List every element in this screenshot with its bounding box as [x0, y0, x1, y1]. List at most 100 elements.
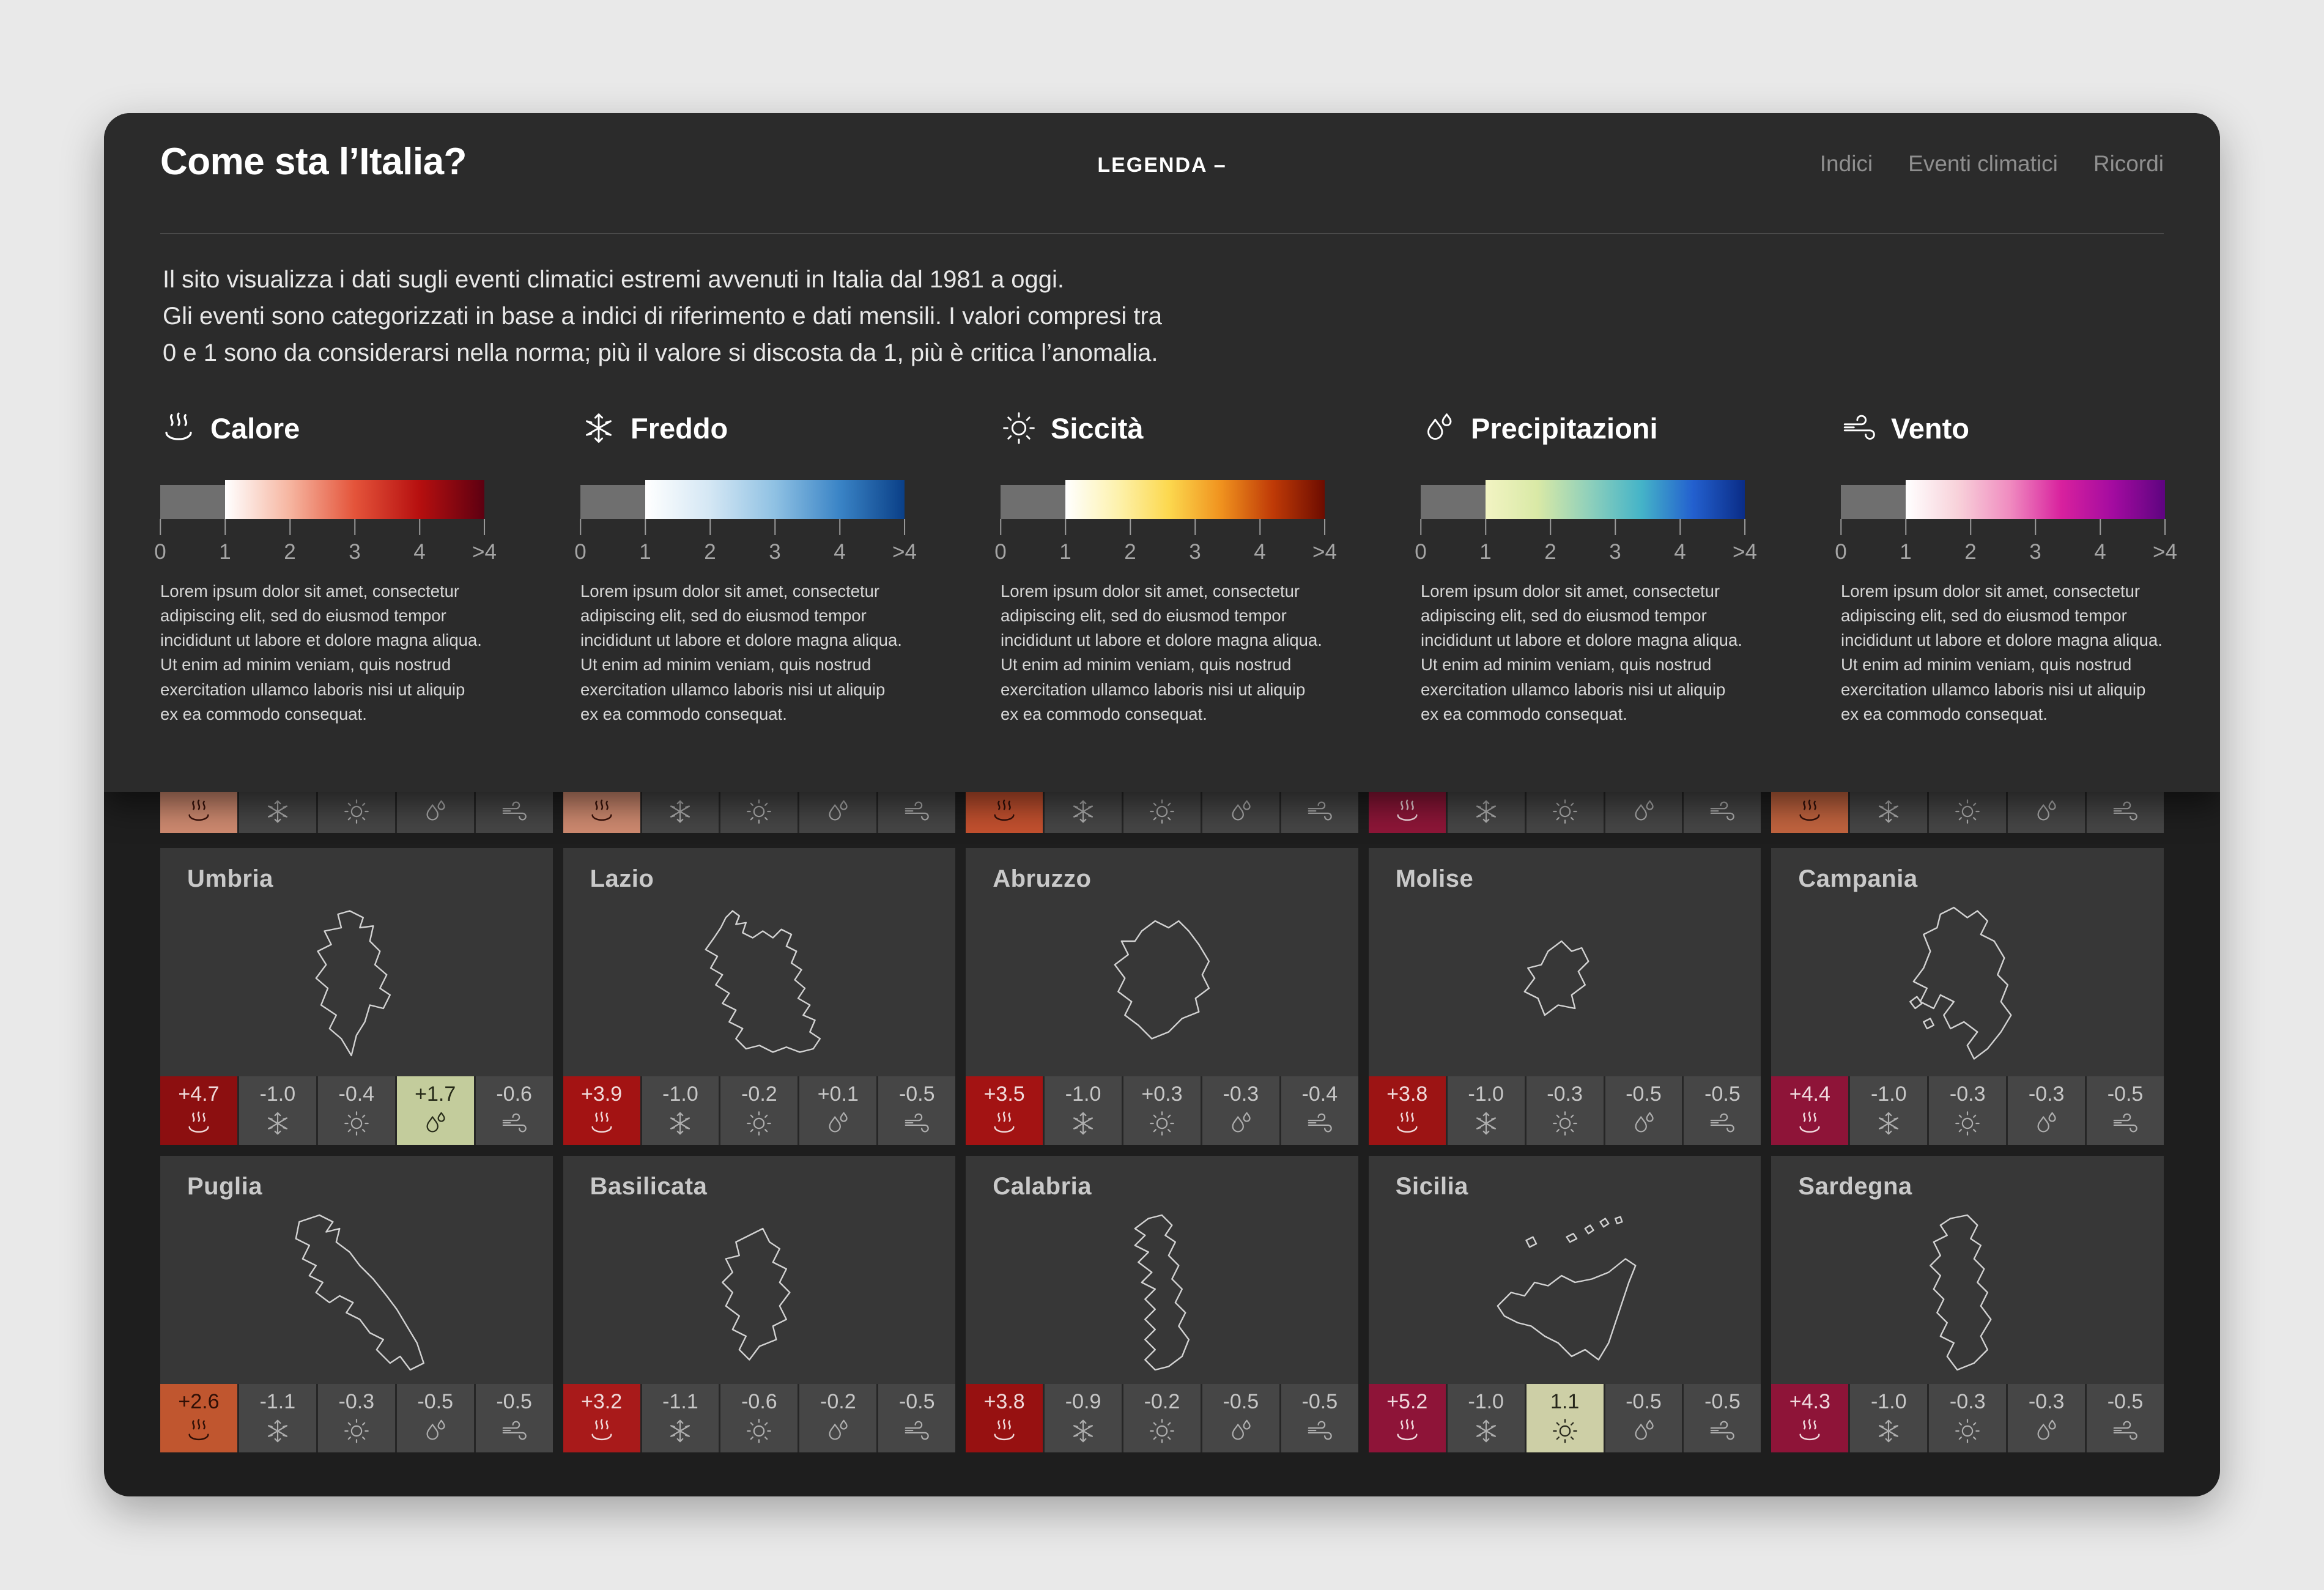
value-cell-wind[interactable]: -0.5 [2087, 1384, 2164, 1452]
value-cell-wind[interactable]: -0.5 [878, 1076, 956, 1145]
drops-icon [824, 797, 852, 826]
legend-toggle[interactable]: LEGENDA – [1097, 153, 1227, 177]
value-cell-snowflake[interactable]: -1.0 [642, 1076, 719, 1145]
value-cell-wind[interactable]: -0.5 [1281, 1384, 1358, 1452]
legend-description-vento: Lorem ipsum dolor sit amet, consectetur … [1841, 582, 2163, 723]
drops-icon [1227, 797, 1255, 826]
legend-header-vento: Vento [1841, 405, 2165, 451]
value-cell-heat[interactable]: +2.6 [160, 1384, 237, 1452]
tick-4: 4 [834, 519, 846, 564]
cell-value: -0.5 [1626, 1390, 1662, 1413]
value-cell-wind[interactable]: -0.5 [1684, 1384, 1761, 1452]
value-cell-sun[interactable]: -0.3 [1929, 1384, 2007, 1452]
value-cell-wind[interactable]: -0.5 [2087, 1076, 2164, 1145]
value-cell-sun[interactable]: -0.3 [1526, 1076, 1604, 1145]
cell-value: +2.6 [178, 1390, 220, 1413]
value-cell-wind[interactable]: -0.5 [878, 1384, 956, 1452]
tick->4: >4 [892, 519, 917, 564]
main-nav: Indici Eventi climatici Ricordi [1820, 151, 2164, 177]
value-cell-drops[interactable]: -0.3 [2008, 1384, 2085, 1452]
cell-value: -0.6 [741, 1390, 777, 1413]
value-cell-drops[interactable]: +0.1 [799, 1076, 877, 1145]
value-cell-wind[interactable]: -0.6 [475, 1076, 553, 1145]
region-card-sardegna[interactable]: Sardegna +4.3 -1.0 -0.3 -0.3 -0.5 [1771, 1156, 2164, 1452]
nav-item-eventi-climatici[interactable]: Eventi climatici [1908, 151, 2058, 176]
region-map-basilicata [582, 1208, 938, 1377]
drops-icon [421, 1109, 450, 1137]
value-cell-snowflake[interactable]: -1.0 [1447, 1384, 1525, 1452]
region-card-molise[interactable]: Molise +3.8 -1.0 -0.3 -0.5 -0.5 [1368, 848, 1761, 1145]
value-cell-heat[interactable]: +3.2 [563, 1384, 640, 1452]
region-card-puglia[interactable]: Puglia +2.6 -1.1 -0.3 -0.5 -0.5 [160, 1156, 553, 1452]
value-cell-sun[interactable]: -0.4 [317, 1076, 395, 1145]
value-cell-sun[interactable]: +0.3 [1123, 1076, 1201, 1145]
value-cell-sun[interactable]: -0.2 [720, 1076, 798, 1145]
region-card-sicilia[interactable]: Sicilia +5.2 -1.0 1.1 -0.5 -0.5 [1368, 1156, 1761, 1452]
sun-icon [745, 1109, 773, 1137]
wind-icon [903, 797, 931, 826]
snowflake-icon [264, 1109, 292, 1137]
region-card-calabria[interactable]: Calabria +3.8 -0.9 -0.2 -0.5 -0.5 [966, 1156, 1358, 1452]
nav-item-ricordi[interactable]: Ricordi [2093, 151, 2164, 176]
value-cell-snowflake[interactable]: -1.0 [1850, 1076, 1928, 1145]
heat-icon [990, 1417, 1018, 1445]
heat-icon [588, 1417, 616, 1445]
legend-gradient-calore [160, 480, 484, 519]
wind-icon [1306, 1417, 1334, 1445]
value-cell-snowflake[interactable]: -1.1 [642, 1384, 719, 1452]
value-cell-drops[interactable]: -0.5 [1202, 1384, 1279, 1452]
cell-value: -0.5 [1626, 1082, 1662, 1106]
value-cell-heat[interactable]: +3.5 [966, 1076, 1043, 1145]
page-title: Come sta l’Italia? [160, 141, 467, 183]
cell-value: -0.5 [2107, 1390, 2144, 1413]
region-name: Calabria [993, 1173, 1092, 1200]
region-name: Sardegna [1798, 1173, 1912, 1200]
cell-value: -0.5 [496, 1390, 532, 1413]
value-cell-sun[interactable]: 1.1 [1526, 1384, 1604, 1452]
snowflake-icon [1874, 1109, 1903, 1137]
value-cell-heat[interactable]: +3.9 [563, 1076, 640, 1145]
snowflake-icon [666, 797, 694, 826]
legend-title-calore: Calore [210, 412, 300, 445]
wind-icon [1841, 410, 1878, 446]
tick-4: 4 [1254, 519, 1266, 564]
value-cell-heat[interactable]: +4.4 [1771, 1076, 1849, 1145]
value-cell-drops[interactable]: +1.7 [396, 1076, 474, 1145]
value-cell-snowflake[interactable]: -1.0 [1447, 1076, 1525, 1145]
value-cell-heat[interactable]: +3.8 [1368, 1076, 1446, 1145]
value-cell-snowflake[interactable]: -1.0 [1045, 1076, 1122, 1145]
region-card-campania[interactable]: Campania +4.4 -1.0 -0.3 -0.3 -0.5 [1771, 848, 2164, 1145]
value-cell-sun[interactable]: -0.6 [720, 1384, 798, 1452]
value-cell-drops[interactable]: -0.2 [799, 1384, 877, 1452]
value-cell-snowflake[interactable]: -1.0 [1850, 1384, 1928, 1452]
region-card-basilicata[interactable]: Basilicata +3.2 -1.1 -0.6 -0.2 -0.5 [563, 1156, 956, 1452]
value-cell-snowflake[interactable]: -1.1 [239, 1384, 316, 1452]
value-cell-wind[interactable]: -0.5 [1684, 1076, 1761, 1145]
value-cell-drops[interactable]: -0.5 [1605, 1384, 1682, 1452]
value-cell-drops[interactable]: -0.5 [396, 1384, 474, 1452]
nav-item-indici[interactable]: Indici [1819, 151, 1873, 176]
value-cell-snowflake[interactable]: -1.0 [239, 1076, 316, 1145]
region-card-umbria[interactable]: Umbria +4.7 -1.0 -0.4 +1.7 -0.6 [160, 848, 553, 1145]
value-cell-drops[interactable]: -0.5 [1605, 1076, 1682, 1145]
value-cell-drops[interactable]: -0.3 [2008, 1076, 2085, 1145]
value-cell-wind[interactable]: -0.5 [475, 1384, 553, 1452]
value-cell-sun[interactable]: -0.3 [1929, 1076, 2007, 1145]
value-cell-wind[interactable]: -0.4 [1281, 1076, 1358, 1145]
value-cell-heat[interactable]: +4.7 [160, 1076, 237, 1145]
region-card-abruzzo[interactable]: Abruzzo +3.5 -1.0 +0.3 -0.3 -0.4 [966, 848, 1358, 1145]
value-cell-snowflake[interactable]: -0.9 [1045, 1384, 1122, 1452]
cell-value: -0.6 [496, 1082, 532, 1106]
region-name: Umbria [187, 865, 273, 892]
value-cell-drops[interactable]: -0.3 [1202, 1076, 1279, 1145]
drops-icon [2032, 1109, 2060, 1137]
value-cell-heat[interactable]: +4.3 [1771, 1384, 1849, 1452]
legend-gradient-siccita [1001, 480, 1325, 519]
region-map-sardegna [1789, 1208, 2145, 1377]
value-cell-heat[interactable]: +3.8 [966, 1384, 1043, 1452]
value-cell-heat[interactable]: +5.2 [1368, 1384, 1446, 1452]
value-cell-sun[interactable]: -0.2 [1123, 1384, 1201, 1452]
region-card-lazio[interactable]: Lazio +3.9 -1.0 -0.2 +0.1 -0.5 [563, 848, 956, 1145]
region-name: Puglia [187, 1173, 263, 1200]
value-cell-sun[interactable]: -0.3 [317, 1384, 395, 1452]
